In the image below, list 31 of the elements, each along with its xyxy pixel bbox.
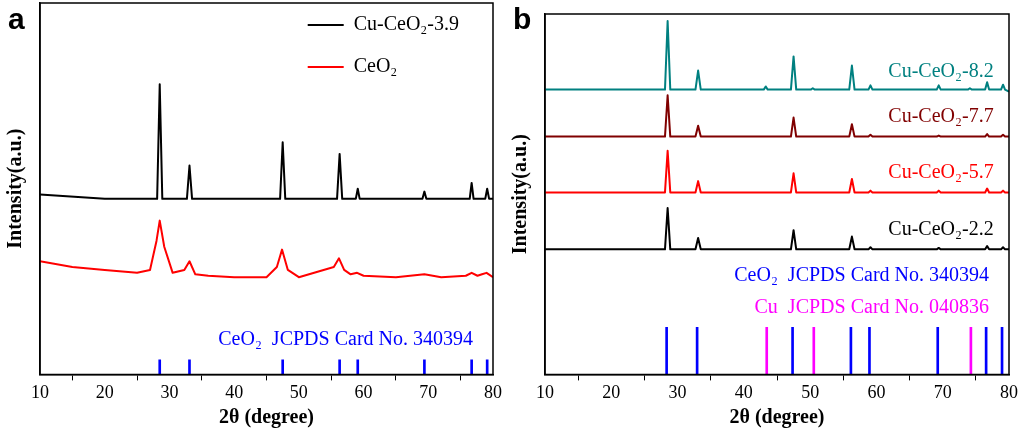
x-tick-label: 10: [31, 381, 49, 402]
series-label: Cu-CeO₂-5.7: [888, 159, 994, 182]
series-label: Cu-CeO₂-8.2: [888, 58, 994, 81]
series-label: Cu JCPDS Card No. 040836: [754, 294, 989, 317]
y-axis-title: Intensity(a.u.): [3, 128, 27, 249]
x-tick-label: 20: [95, 381, 114, 402]
x-tick-label: 80: [1000, 381, 1018, 402]
chart-title: a: [8, 2, 25, 36]
series-label: CeO₂ JCPDS Card No. 340394: [218, 327, 473, 350]
series-label: Cu-CeO₂-2.2: [888, 216, 994, 239]
x-tick-label: 30: [160, 381, 179, 402]
chart-title: b: [513, 2, 532, 36]
x-tick-label: 80: [484, 381, 502, 402]
x-tick-label: 60: [354, 381, 373, 402]
x-axis-title: 2θ (degree): [218, 405, 315, 429]
x-tick-label: 70: [933, 381, 952, 402]
x-axis-title: 2θ (degree): [729, 405, 825, 429]
y-axis-title: Intensity(a.u.): [508, 134, 532, 255]
x-tick-label: 40: [225, 381, 244, 402]
text: CeO₂ JCPDS Card No. 340394: [734, 262, 989, 285]
x-tick-label: 50: [289, 381, 308, 402]
legend-label: Cu-CeO₂-3.9: [353, 12, 459, 35]
x-tick-label: 10: [536, 381, 554, 402]
legend-label: CeO₂: [353, 54, 398, 77]
x-tick-label: 60: [867, 381, 886, 402]
x-tick-label: 20: [602, 381, 621, 402]
x-tick-label: 70: [419, 381, 438, 402]
series-label: Cu-CeO₂-7.7: [888, 103, 994, 126]
x-tick-label: 30: [668, 381, 687, 402]
x-tick-label: 50: [801, 381, 820, 402]
x-tick-label: 40: [734, 381, 753, 402]
